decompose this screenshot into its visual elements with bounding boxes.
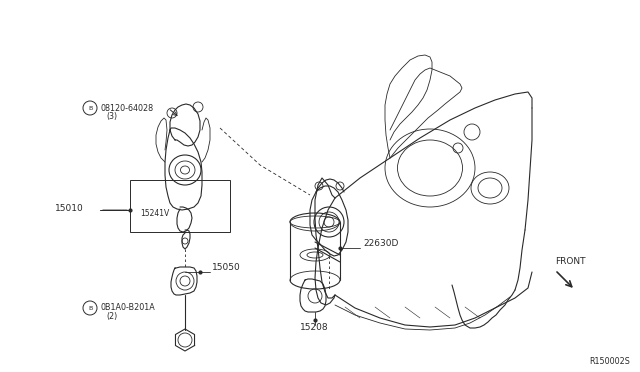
Text: 15050: 15050	[212, 263, 241, 273]
Text: B: B	[88, 305, 92, 311]
Text: 15010: 15010	[55, 203, 84, 212]
Text: 08120-64028: 08120-64028	[100, 103, 153, 112]
Text: 22630D: 22630D	[363, 240, 398, 248]
Bar	[130, 180, 230, 232]
Text: B: B	[88, 106, 92, 110]
Text: (3): (3)	[106, 112, 117, 121]
Text: R150002S: R150002S	[589, 357, 630, 366]
Text: FRONT: FRONT	[555, 257, 586, 266]
Text: 0B1A0-B201A: 0B1A0-B201A	[100, 304, 155, 312]
Text: 15241V: 15241V	[140, 208, 169, 218]
Text: (2): (2)	[106, 311, 117, 321]
Text: 15208: 15208	[300, 324, 328, 333]
